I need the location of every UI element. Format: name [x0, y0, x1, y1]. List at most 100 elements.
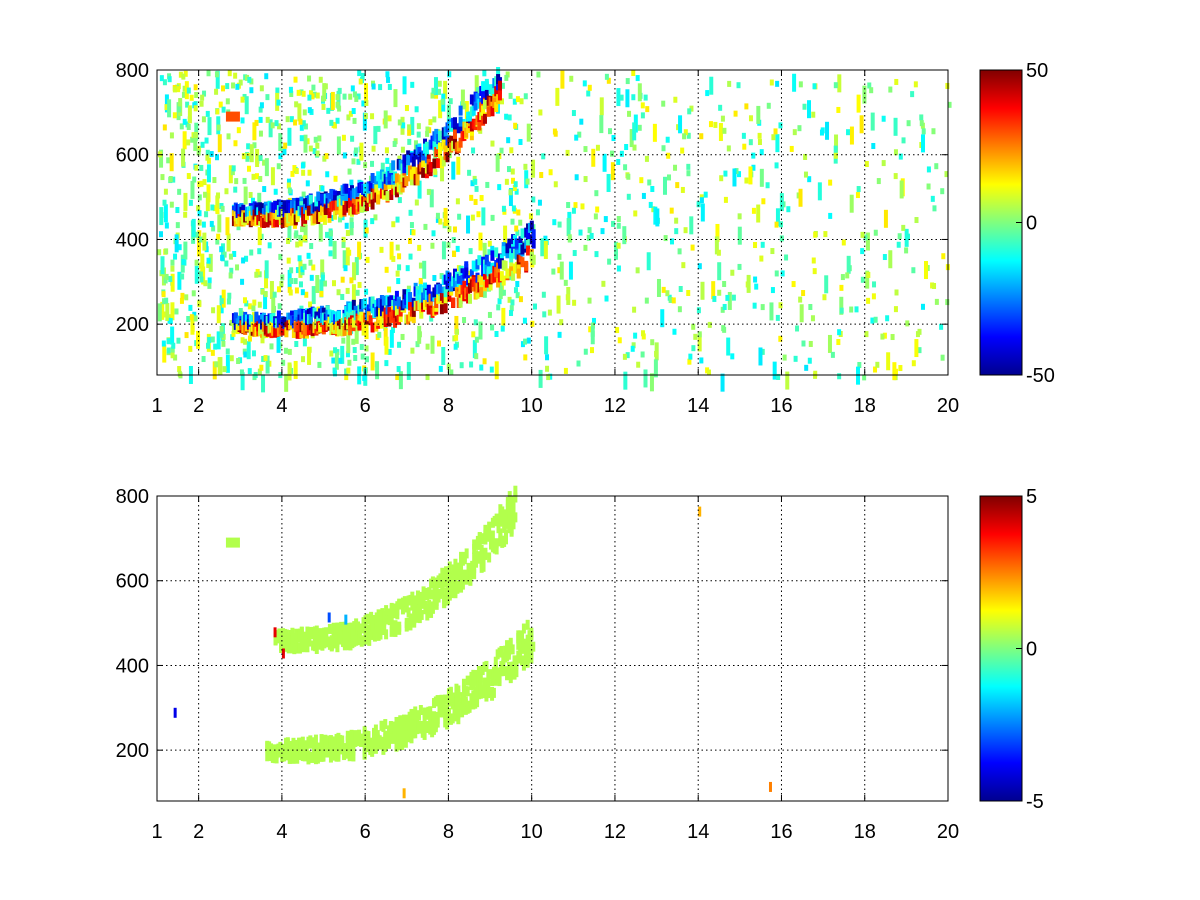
heatmap-cell — [482, 242, 487, 261]
heatmap-cell — [357, 241, 362, 260]
heatmap-cell — [233, 186, 238, 193]
heatmap-cell — [496, 304, 501, 311]
heatmap-cell — [442, 575, 447, 586]
heatmap-cell — [423, 223, 428, 230]
heatmap-cell — [335, 642, 340, 653]
heatmap-cell — [883, 209, 888, 228]
heatmap-cell — [159, 75, 164, 82]
heatmap-cell — [422, 260, 427, 279]
heatmap-cell — [512, 184, 517, 191]
x-tick-label: 18 — [854, 821, 876, 843]
heatmap-cell — [477, 538, 482, 549]
heatmap-cell — [341, 236, 346, 243]
heatmap-cell — [270, 122, 275, 129]
heatmap-cell — [498, 281, 503, 300]
heatmap-cell — [434, 147, 439, 158]
heatmap-cell — [494, 361, 499, 380]
heatmap-cell — [170, 273, 175, 292]
heatmap-cell — [864, 331, 869, 338]
heatmap-cell — [206, 157, 211, 164]
heatmap-cell — [932, 205, 937, 212]
heatmap-cell — [856, 366, 861, 385]
heatmap-cell — [633, 210, 638, 217]
heatmap-cell — [508, 188, 513, 207]
heatmap-cell — [160, 174, 165, 181]
heatmap-outlier — [273, 627, 277, 638]
heatmap-cell — [748, 115, 753, 122]
heatmap-cell — [823, 231, 828, 238]
heatmap-cell — [580, 203, 585, 210]
heatmap-cell — [709, 76, 714, 95]
heatmap-cell — [418, 281, 423, 288]
heatmap-cell — [207, 277, 212, 284]
heatmap-cell — [510, 644, 515, 655]
heatmap-cell — [668, 296, 673, 303]
heatmap-cell — [798, 188, 803, 207]
heatmap-cell — [350, 135, 355, 142]
x-tick-label: 10 — [521, 821, 543, 843]
heatmap-cell — [509, 248, 514, 259]
heatmap-cell — [503, 225, 508, 244]
heatmap-cell — [514, 667, 519, 678]
heatmap-cell — [164, 104, 169, 111]
heatmap-cell — [717, 262, 722, 281]
heatmap-cell — [867, 82, 872, 89]
heatmap-cell — [161, 267, 166, 286]
heatmap-cell — [411, 306, 416, 317]
y-tick-label: 800 — [116, 60, 149, 82]
heatmap-cell — [258, 116, 263, 123]
heatmap-cell — [405, 265, 410, 272]
heatmap-cell — [869, 87, 874, 94]
heatmap-cell — [205, 154, 210, 161]
heatmap-cell — [241, 153, 246, 160]
heatmap-cell — [661, 100, 666, 107]
heatmap-cell — [276, 334, 281, 353]
heatmap-cell — [351, 317, 356, 328]
heatmap-cell — [292, 165, 297, 172]
heatmap-cell — [335, 94, 340, 101]
heatmap-cell — [616, 216, 621, 223]
heatmap-cell — [478, 672, 483, 683]
heatmap-cell — [337, 216, 342, 223]
heatmap-cell — [282, 148, 287, 155]
heatmap-cell — [470, 180, 475, 187]
heatmap-cell — [407, 138, 412, 145]
heatmap-cell — [394, 290, 399, 301]
heatmap-cell — [490, 106, 495, 117]
heatmap-cell — [385, 191, 390, 202]
heatmap-cell — [531, 196, 536, 203]
heatmap-cell — [686, 163, 691, 170]
heatmap-cell — [376, 125, 381, 132]
heatmap-cell — [327, 623, 332, 634]
heatmap-cell — [407, 237, 412, 244]
heatmap-cell — [308, 90, 313, 97]
heatmap-cell — [446, 241, 451, 248]
heatmap-cell — [625, 352, 630, 359]
heatmap-cell — [563, 279, 568, 286]
heatmap-cell — [271, 296, 276, 315]
heatmap-cell — [510, 299, 515, 306]
heatmap-cell — [300, 162, 305, 169]
heatmap-cell — [267, 242, 272, 249]
heatmap-cell — [632, 122, 637, 141]
heatmap-cell — [347, 359, 352, 366]
heatmap-cell — [824, 275, 829, 294]
heatmap-cell — [563, 367, 568, 374]
heatmap-cell — [687, 358, 692, 365]
heatmap-cell — [490, 250, 495, 261]
heatmap-cell — [524, 260, 529, 271]
heatmap-cell — [194, 91, 199, 98]
heatmap-cell — [435, 216, 440, 223]
heatmap-cell — [751, 152, 756, 159]
heatmap-cell — [410, 347, 415, 354]
heatmap-cell — [518, 236, 523, 247]
heatmap-cell — [447, 226, 452, 233]
heatmap-cell — [385, 157, 390, 164]
heatmap-cell — [419, 308, 424, 319]
heatmap-cell — [293, 76, 298, 83]
heatmap-cell — [486, 688, 491, 699]
heatmap-cell — [303, 123, 308, 130]
heatmap-cell — [186, 316, 191, 323]
heatmap-cell — [215, 195, 220, 214]
